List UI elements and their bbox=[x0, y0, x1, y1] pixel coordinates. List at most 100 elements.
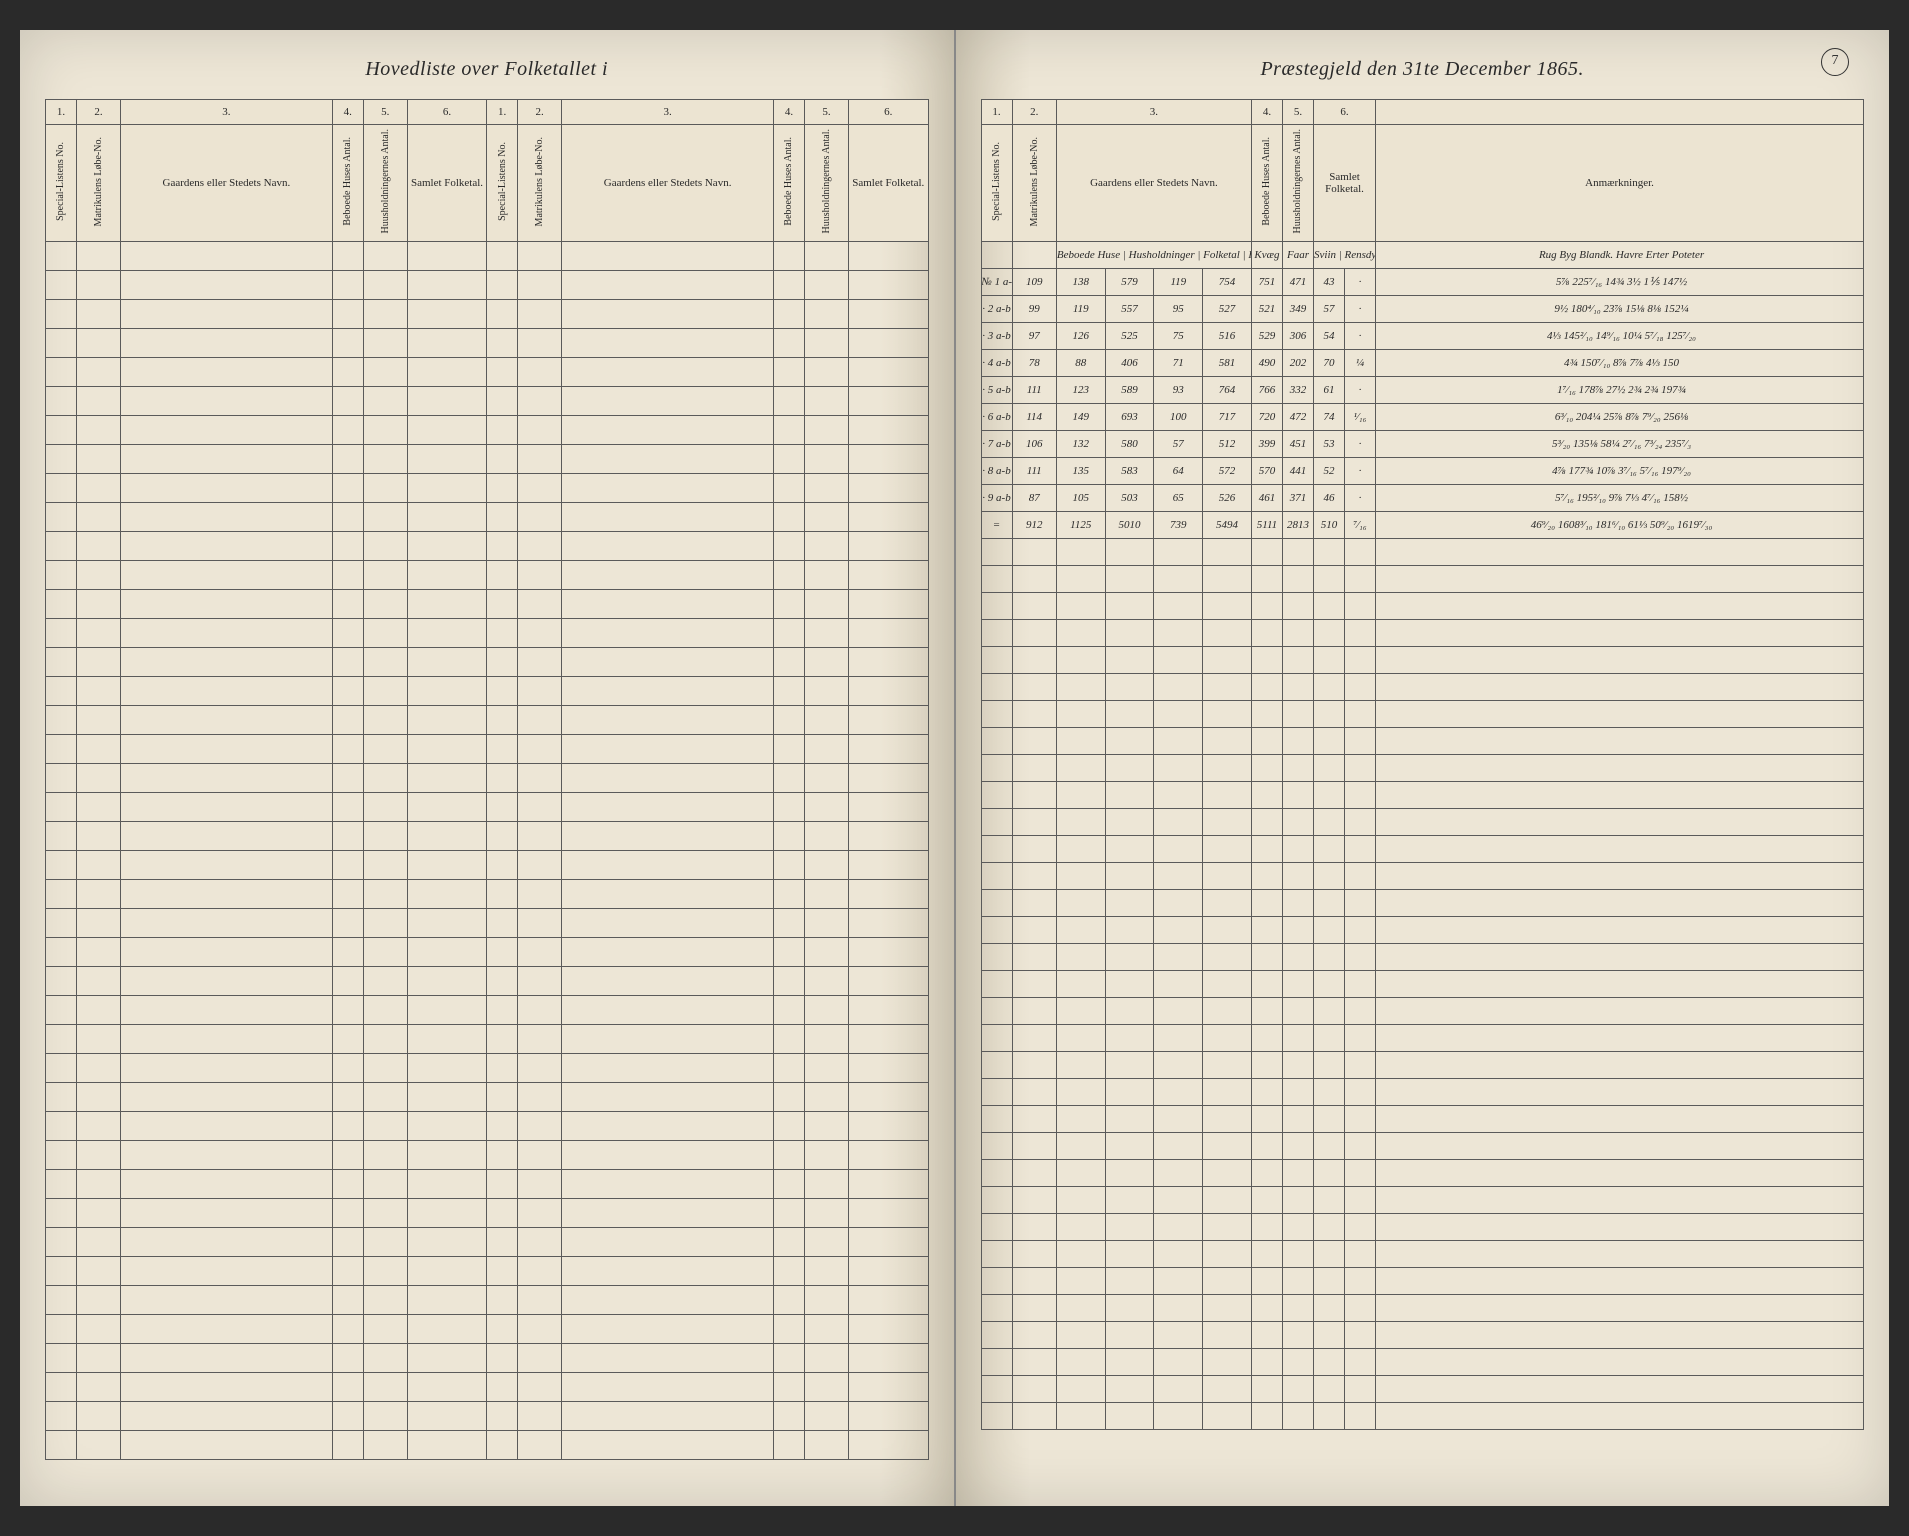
cell bbox=[849, 531, 928, 560]
cell bbox=[849, 995, 928, 1024]
cell bbox=[1251, 538, 1282, 565]
table-row bbox=[981, 916, 1864, 943]
cell bbox=[121, 386, 333, 415]
colnum: 6. bbox=[849, 100, 928, 125]
cell bbox=[121, 821, 333, 850]
left-colnum-row: 1. 2. 3. 4. 5. 6. 1. 2. 3. 4. 5. 6. bbox=[46, 100, 929, 125]
cell bbox=[518, 1401, 562, 1430]
cell bbox=[363, 415, 407, 444]
cell bbox=[76, 415, 120, 444]
cell bbox=[76, 966, 120, 995]
cell bbox=[804, 1082, 848, 1111]
cell bbox=[1282, 1186, 1313, 1213]
cell bbox=[46, 299, 77, 328]
col-header-huses-antal: Beboede Huses Antal. bbox=[332, 125, 363, 242]
colnum: 4. bbox=[774, 100, 805, 125]
cell bbox=[1105, 1105, 1154, 1132]
cell bbox=[46, 734, 77, 763]
cell bbox=[804, 966, 848, 995]
cell bbox=[407, 1082, 486, 1111]
cell bbox=[46, 966, 77, 995]
cell bbox=[562, 734, 774, 763]
cell bbox=[76, 908, 120, 937]
cell bbox=[774, 763, 805, 792]
cell: 349 bbox=[1282, 295, 1313, 322]
table-row bbox=[46, 995, 929, 1024]
cell: 114 bbox=[1012, 403, 1056, 430]
cell bbox=[1282, 754, 1313, 781]
cell bbox=[1376, 808, 1864, 835]
cell bbox=[363, 1169, 407, 1198]
cell bbox=[1251, 619, 1282, 646]
right-ledger-body: Beboede Huse | Husholdninger | Folketal … bbox=[981, 241, 1864, 1429]
cell bbox=[487, 415, 518, 444]
cell bbox=[46, 1053, 77, 1082]
cell: 503 bbox=[1105, 484, 1154, 511]
cell: 106 bbox=[1012, 430, 1056, 457]
cell bbox=[1251, 1348, 1282, 1375]
cell bbox=[518, 328, 562, 357]
table-row bbox=[46, 415, 929, 444]
cell bbox=[774, 1053, 805, 1082]
cell bbox=[76, 357, 120, 386]
cell: · bbox=[1345, 268, 1376, 295]
cell bbox=[518, 734, 562, 763]
cell bbox=[1056, 1213, 1105, 1240]
cell bbox=[1105, 1240, 1154, 1267]
cell bbox=[121, 1111, 333, 1140]
cell bbox=[1251, 592, 1282, 619]
cell bbox=[46, 647, 77, 676]
cell bbox=[121, 1140, 333, 1169]
cell bbox=[46, 821, 77, 850]
cell bbox=[1376, 970, 1864, 997]
cell: 111 bbox=[1012, 376, 1056, 403]
cell bbox=[332, 676, 363, 705]
cell: 720 bbox=[1251, 403, 1282, 430]
cell bbox=[1105, 727, 1154, 754]
cell bbox=[804, 241, 848, 270]
cell bbox=[121, 908, 333, 937]
right-ledger-table: 1. 2. 3. 4. 5. 6. Special-Listens No. Ma… bbox=[981, 99, 1865, 1430]
cell bbox=[849, 270, 928, 299]
cell bbox=[332, 1227, 363, 1256]
cell bbox=[849, 444, 928, 473]
cell bbox=[1203, 646, 1252, 673]
cell bbox=[332, 1401, 363, 1430]
cell bbox=[1314, 1213, 1345, 1240]
cell bbox=[1056, 889, 1105, 916]
table-row: · 5 a-b1111235899376476633261·1⁷⁄₁₆ 178⅞… bbox=[981, 376, 1864, 403]
cell bbox=[332, 966, 363, 995]
cell bbox=[804, 299, 848, 328]
cell bbox=[774, 1227, 805, 1256]
cell bbox=[562, 1140, 774, 1169]
cell bbox=[363, 647, 407, 676]
cell bbox=[1012, 1267, 1056, 1294]
cell bbox=[332, 1053, 363, 1082]
cell bbox=[332, 1024, 363, 1053]
cell bbox=[774, 473, 805, 502]
cell: 332 bbox=[1282, 376, 1313, 403]
cell bbox=[487, 618, 518, 647]
table-row bbox=[46, 879, 929, 908]
cell bbox=[363, 1343, 407, 1372]
cell bbox=[774, 1082, 805, 1111]
sum-cell: 510 bbox=[1314, 511, 1345, 538]
cell bbox=[363, 386, 407, 415]
cell bbox=[1376, 619, 1864, 646]
cell bbox=[487, 299, 518, 328]
cell: 46 bbox=[1314, 484, 1345, 511]
cell: 589 bbox=[1105, 376, 1154, 403]
cell bbox=[46, 850, 77, 879]
cell: 9½ 180⁴⁄₁₀ 23⅞ 15⅛ 8⅛ 152¼ bbox=[1376, 295, 1864, 322]
col-header-folketal: Samlet Folketal. bbox=[849, 125, 928, 242]
cell bbox=[1105, 1186, 1154, 1213]
cell bbox=[1345, 1348, 1376, 1375]
cell bbox=[1376, 1240, 1864, 1267]
cell bbox=[46, 1082, 77, 1111]
cell bbox=[562, 241, 774, 270]
cell: 5⅞ 225⁷⁄₁₆ 14¾ 3½ 1⅕ 147½ bbox=[1376, 268, 1864, 295]
cell bbox=[1345, 862, 1376, 889]
cell bbox=[518, 531, 562, 560]
cell bbox=[1345, 538, 1376, 565]
cell bbox=[76, 676, 120, 705]
